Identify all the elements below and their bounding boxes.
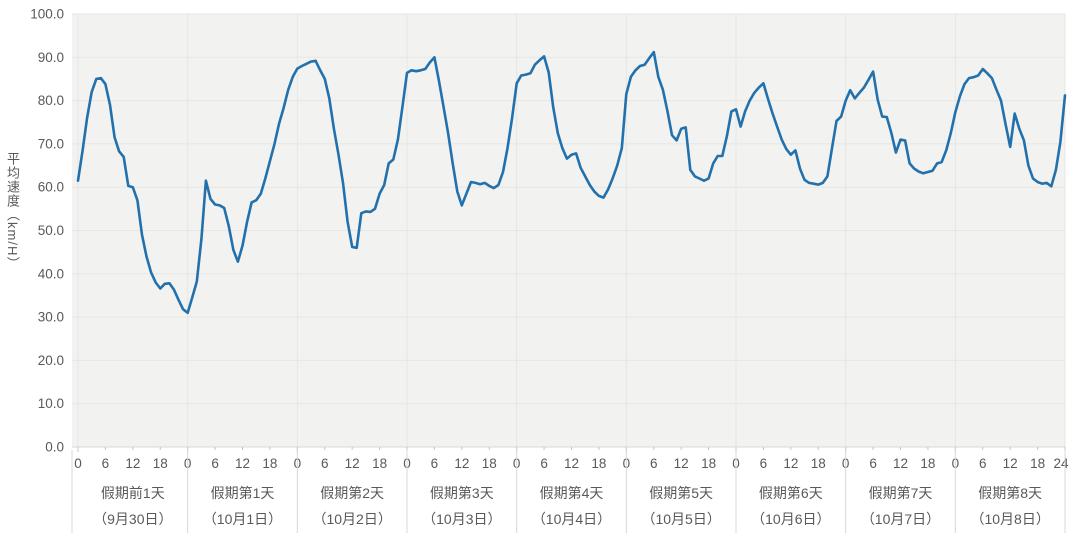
y-tick-label: 90.0 <box>38 50 64 65</box>
x-tick-label: 6 <box>102 456 110 471</box>
x-tick-label: 12 <box>235 456 250 471</box>
x-tick-label: 12 <box>564 456 579 471</box>
x-tick-label: 18 <box>701 456 716 471</box>
x-tick-label: 6 <box>321 456 329 471</box>
x-tick-label: 6 <box>869 456 877 471</box>
y-tick-label: 30.0 <box>38 310 64 325</box>
day-label: 假期前1天 <box>101 485 165 501</box>
x-tick-label: 6 <box>211 456 219 471</box>
day-date-label: （10月6日） <box>751 511 830 527</box>
day-date-label: （10月2日） <box>312 511 391 527</box>
x-tick-label: 12 <box>893 456 908 471</box>
x-tick-label: 6 <box>540 456 548 471</box>
day-date-label: （10月5日） <box>641 511 720 527</box>
day-date-label: （10月7日） <box>861 511 940 527</box>
x-tick-label: 6 <box>979 456 987 471</box>
x-tick-label: 12 <box>125 456 140 471</box>
y-axis-title: 平均速度（km/H） <box>5 152 20 271</box>
x-tick-label: 6 <box>431 456 439 471</box>
day-label: 假期第1天 <box>211 485 275 501</box>
x-tick-label: 18 <box>153 456 168 471</box>
x-tick-label: 6 <box>650 456 658 471</box>
x-tick-label: 12 <box>674 456 689 471</box>
x-tick-label: 12 <box>783 456 798 471</box>
day-label: 假期第7天 <box>869 485 933 501</box>
x-tick-label: 18 <box>482 456 497 471</box>
x-tick-label: 12 <box>454 456 469 471</box>
y-tick-label: 60.0 <box>38 180 64 195</box>
x-tick-label: 18 <box>920 456 935 471</box>
day-label: 假期第2天 <box>320 485 384 501</box>
day-label: 假期第4天 <box>540 485 604 501</box>
day-date-label: （10月4日） <box>532 511 611 527</box>
y-tick-label: 100.0 <box>30 7 64 22</box>
y-tick-label: 20.0 <box>38 353 64 368</box>
x-tick-label: 18 <box>262 456 277 471</box>
day-date-label: （10月1日） <box>203 511 282 527</box>
y-tick-label: 80.0 <box>38 93 64 108</box>
x-tick-label: 18 <box>591 456 606 471</box>
day-label: 假期第5天 <box>649 485 713 501</box>
day-date-label: （10月8日） <box>970 511 1049 527</box>
y-tick-label: 0.0 <box>45 440 64 455</box>
x-tick-label: 18 <box>811 456 826 471</box>
x-tick-label: 18 <box>372 456 387 471</box>
speed-line-series <box>76 50 1067 315</box>
day-date-label: （9月30日） <box>93 511 172 527</box>
day-date-label: （10月3日） <box>422 511 501 527</box>
x-tick-label: 0 <box>74 456 82 471</box>
x-tick-label: 24 <box>1053 456 1069 471</box>
y-tick-label: 10.0 <box>38 396 64 411</box>
day-label: 假期第6天 <box>759 485 823 501</box>
x-tick-label: 12 <box>345 456 360 471</box>
x-tick-label: 12 <box>1003 456 1018 471</box>
x-tick-label: 6 <box>760 456 768 471</box>
x-tick-label: 18 <box>1030 456 1045 471</box>
day-label: 假期第8天 <box>978 485 1042 501</box>
day-label: 假期第3天 <box>430 485 494 501</box>
y-tick-label: 70.0 <box>38 136 64 151</box>
y-tick-label: 50.0 <box>38 223 64 238</box>
y-tick-label: 40.0 <box>38 266 64 281</box>
